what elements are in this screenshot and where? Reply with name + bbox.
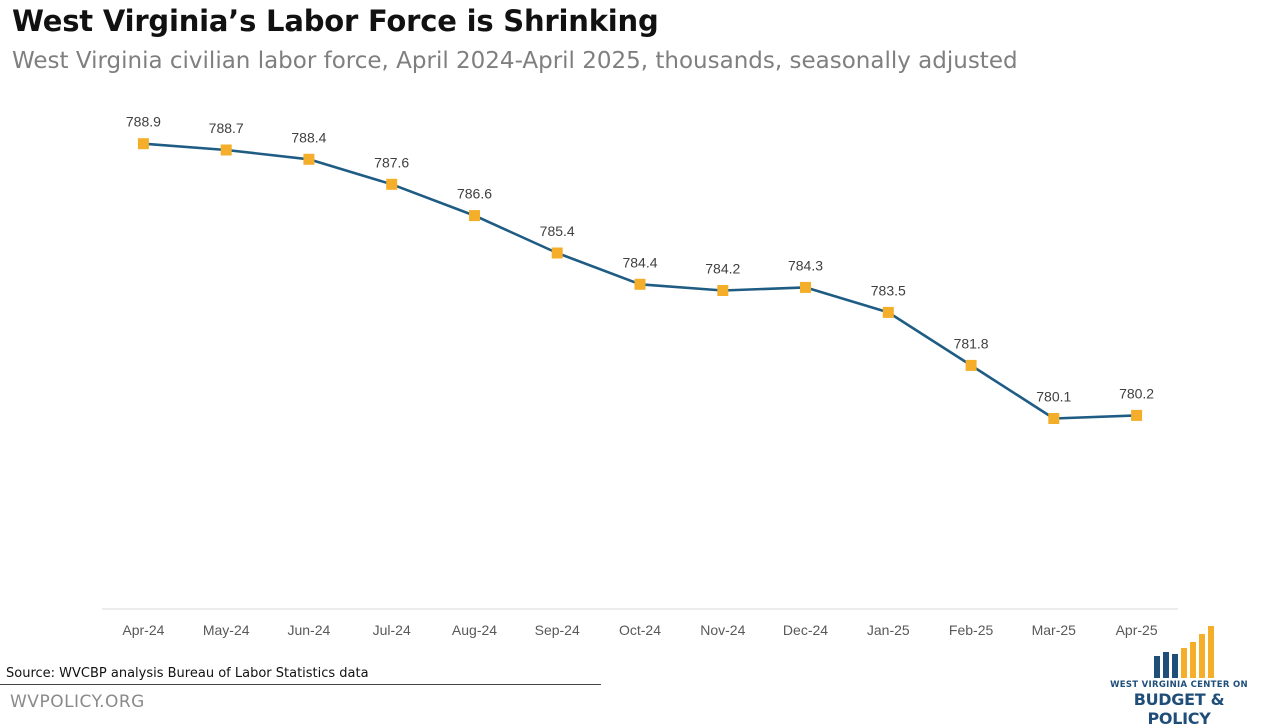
data-point-marker xyxy=(469,210,480,222)
data-point-marker xyxy=(137,138,149,150)
x-tick-label: Mar-25 xyxy=(1032,622,1077,638)
chart-title: West Virginia’s Labor Force is Shrinking xyxy=(12,4,659,38)
data-label: 786.6 xyxy=(457,186,492,202)
data-point-marker xyxy=(634,278,646,290)
data-label: 784.2 xyxy=(705,261,740,277)
x-tick-label: Jun-24 xyxy=(287,622,330,638)
data-point-marker xyxy=(303,153,315,165)
data-label: 788.7 xyxy=(209,120,244,136)
x-tick-label: Jul-24 xyxy=(373,622,411,638)
data-point-marker xyxy=(386,178,398,190)
data-label: 784.4 xyxy=(622,254,657,270)
data-point-marker xyxy=(220,144,232,156)
data-label: 783.5 xyxy=(871,282,906,298)
source-divider xyxy=(0,684,601,685)
x-tick-label: Nov-24 xyxy=(700,622,745,638)
x-tick-label: Feb-25 xyxy=(949,622,994,638)
data-label: 785.4 xyxy=(540,223,575,239)
data-label: 780.1 xyxy=(1036,389,1071,405)
x-tick-label: Sep-24 xyxy=(535,622,580,638)
data-label: 788.4 xyxy=(291,129,326,145)
x-tick-label: Apr-24 xyxy=(122,622,164,638)
data-label: 780.2 xyxy=(1119,385,1154,401)
chart-subtitle: West Virginia civilian labor force, Apri… xyxy=(12,48,1018,74)
logo-line-1: WEST VIRGINIA CENTER ON xyxy=(1110,680,1248,690)
x-tick-label: Oct-24 xyxy=(619,622,661,638)
data-point-marker xyxy=(965,359,977,371)
logo-line-2: BUDGET & POLICY xyxy=(1133,690,1225,728)
x-tick-label: Jan-25 xyxy=(867,622,910,638)
logo-bars-icon xyxy=(1154,626,1214,678)
site-link[interactable]: WVPOLICY.ORG xyxy=(10,692,145,712)
data-point-marker xyxy=(551,247,563,259)
source-note: Source: WVCBP analysis Bureau of Labor S… xyxy=(6,666,369,681)
data-point-marker xyxy=(1048,413,1060,424)
data-point-marker xyxy=(1131,409,1143,421)
data-point-marker xyxy=(882,306,894,318)
data-label: 784.3 xyxy=(788,257,823,273)
data-label: 781.8 xyxy=(954,335,989,351)
x-tick-label: Apr-25 xyxy=(1116,622,1158,638)
x-tick-label: Dec-24 xyxy=(783,622,828,638)
x-tick-label: Aug-24 xyxy=(452,622,497,638)
x-tick-label: May-24 xyxy=(203,622,250,638)
data-label: 788.9 xyxy=(126,114,161,130)
wvcbp-logo: WEST VIRGINIA CENTER ON BUDGET & POLICY xyxy=(1100,624,1260,728)
data-point-marker xyxy=(800,281,811,293)
data-point-marker xyxy=(717,285,729,296)
data-label: 787.6 xyxy=(374,154,409,170)
